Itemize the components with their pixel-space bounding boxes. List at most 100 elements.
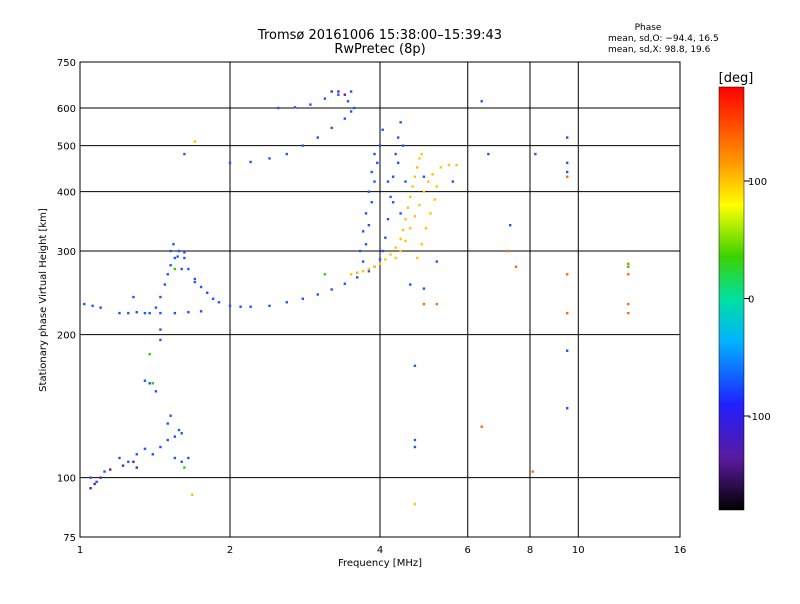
data-point xyxy=(386,218,390,221)
data-point xyxy=(394,152,397,156)
data-point xyxy=(422,190,426,193)
data-point xyxy=(373,152,376,156)
data-point xyxy=(364,243,368,246)
data-point xyxy=(364,212,368,215)
data-point xyxy=(435,302,438,306)
data-point xyxy=(180,432,183,435)
data-point xyxy=(409,283,412,286)
data-point xyxy=(386,180,390,183)
data-point xyxy=(159,338,162,342)
x-axis-label: Frequency [MHz] xyxy=(338,558,422,569)
data-point xyxy=(239,305,242,308)
data-point xyxy=(565,136,569,139)
stats-line-x: mean, sd,X: 98.8, 19.6 xyxy=(608,45,711,55)
y-tick-label: 500 xyxy=(57,142,76,153)
data-point xyxy=(565,407,569,410)
x-tick-label: 16 xyxy=(674,545,687,556)
data-point xyxy=(217,301,221,304)
data-point xyxy=(370,170,373,174)
data-point xyxy=(373,265,376,268)
data-point xyxy=(404,180,407,183)
data-point xyxy=(399,249,402,253)
data-point xyxy=(135,311,138,314)
data-point xyxy=(177,249,181,253)
x-tick-label: 6 xyxy=(465,545,471,556)
data-point xyxy=(127,460,130,463)
data-point xyxy=(99,476,102,479)
data-point xyxy=(183,256,186,260)
data-point xyxy=(487,152,490,156)
data-point xyxy=(323,97,327,100)
data-point xyxy=(531,470,534,473)
data-point xyxy=(367,267,371,271)
data-point xyxy=(399,237,402,241)
data-point xyxy=(199,285,203,289)
data-point xyxy=(323,273,327,276)
data-point xyxy=(301,144,305,147)
series-X xyxy=(191,140,458,506)
x-tick-label: 8 xyxy=(527,545,533,556)
data-point xyxy=(180,267,183,271)
data-point xyxy=(391,175,395,178)
data-point xyxy=(394,246,397,249)
data-point xyxy=(103,470,106,473)
data-point xyxy=(173,256,177,260)
data-point xyxy=(330,288,333,291)
data-point xyxy=(389,195,392,199)
data-point xyxy=(349,273,353,276)
data-point xyxy=(565,161,569,165)
data-point xyxy=(143,447,147,451)
data-point xyxy=(367,270,371,273)
data-point xyxy=(418,203,421,207)
data-point xyxy=(183,152,186,156)
data-point xyxy=(389,253,392,256)
x-tick-label: 10 xyxy=(572,545,585,556)
y-tick-label: 200 xyxy=(57,331,76,342)
data-point xyxy=(508,224,512,227)
data-point xyxy=(173,267,177,271)
data-point xyxy=(343,117,347,120)
data-point xyxy=(413,502,417,506)
data-point xyxy=(132,460,135,463)
stats-line-o: mean, sd,O: −94.4, 16.5 xyxy=(608,34,719,44)
data-point xyxy=(172,243,175,246)
data-point xyxy=(249,160,252,164)
data-point xyxy=(228,304,232,308)
data-point xyxy=(199,310,203,313)
data-point xyxy=(361,230,365,233)
data-point xyxy=(358,249,362,253)
data-point xyxy=(565,273,569,276)
y-tick-label: 400 xyxy=(57,188,76,199)
data-point xyxy=(166,273,169,276)
data-point xyxy=(565,349,569,352)
y-tick-label: 300 xyxy=(57,247,76,258)
data-point xyxy=(355,276,359,279)
data-point xyxy=(627,273,630,276)
data-point xyxy=(394,256,397,260)
data-point xyxy=(431,173,434,176)
data-point xyxy=(404,239,407,243)
data-point xyxy=(132,295,135,299)
data-point xyxy=(330,126,333,130)
data-point xyxy=(109,468,112,471)
data-point xyxy=(391,201,395,204)
data-point xyxy=(480,100,483,103)
data-point xyxy=(301,297,305,300)
data-point xyxy=(93,482,96,486)
data-point xyxy=(378,144,382,147)
data-point xyxy=(169,264,172,267)
data-point xyxy=(361,260,365,263)
data-point xyxy=(376,161,379,165)
data-point xyxy=(627,262,630,265)
data-point xyxy=(355,271,359,274)
y-tick-labels: 75 100 200 300 400 500 600 750 xyxy=(57,58,76,544)
data-point xyxy=(424,227,428,230)
data-point xyxy=(285,152,288,156)
data-point xyxy=(420,243,423,246)
data-point xyxy=(565,311,569,315)
data-point xyxy=(413,175,417,178)
series-scattered xyxy=(422,175,630,473)
data-point xyxy=(373,180,376,183)
